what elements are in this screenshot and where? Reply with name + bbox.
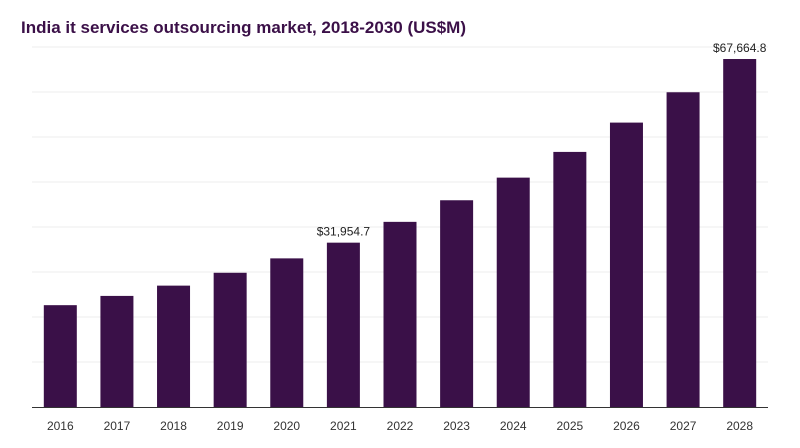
data-label: $67,664.8 (713, 41, 767, 55)
bar-2027 (666, 92, 700, 407)
x-tick-label: 2021 (330, 419, 357, 433)
data-label: $31,954.7 (317, 225, 371, 239)
x-tick-label: 2022 (387, 419, 414, 433)
bar-2017 (100, 295, 134, 407)
x-tick-label: 2020 (273, 419, 300, 433)
x-tick-label: 2026 (613, 419, 640, 433)
bar-2024 (496, 177, 530, 407)
bar-2022 (383, 221, 417, 407)
x-tick-label: 2028 (726, 419, 753, 433)
bar-2019 (213, 272, 247, 407)
x-tick-label: 2019 (217, 419, 244, 433)
chart-title: India it services outsourcing market, 20… (21, 18, 467, 37)
x-tick-label: 2017 (104, 419, 131, 433)
x-tick-label: 2016 (47, 419, 74, 433)
bar-2021 (326, 242, 360, 407)
bar-2016 (43, 305, 77, 407)
x-tick-label: 2018 (160, 419, 187, 433)
bar-2018 (157, 285, 191, 407)
x-tick-label: 2025 (556, 419, 583, 433)
bar-2028 (723, 59, 757, 407)
bar-2023 (440, 200, 474, 407)
bar-2025 (553, 151, 587, 407)
bar-2026 (609, 122, 643, 407)
x-tick-label: 2024 (500, 419, 527, 433)
x-tick-label: 2027 (670, 419, 697, 433)
bar-2020 (270, 258, 304, 407)
x-tick-label: 2023 (443, 419, 470, 433)
